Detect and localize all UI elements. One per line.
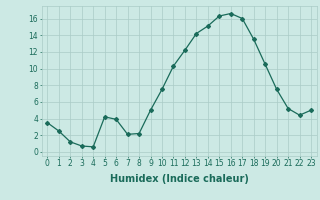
X-axis label: Humidex (Indice chaleur): Humidex (Indice chaleur) bbox=[110, 174, 249, 184]
